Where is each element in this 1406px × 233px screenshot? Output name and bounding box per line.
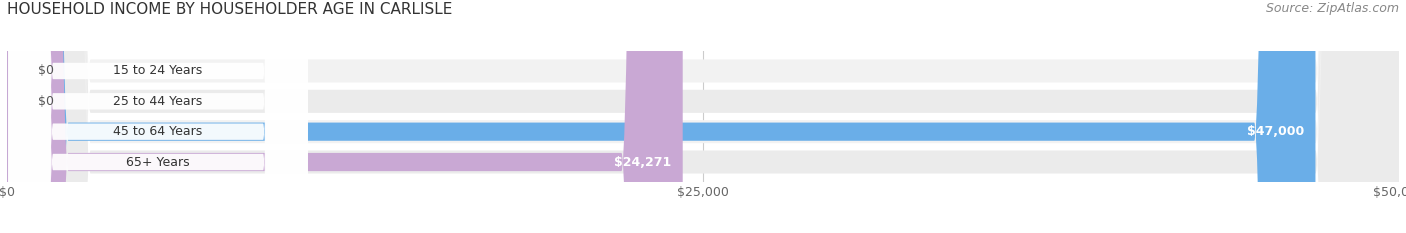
FancyBboxPatch shape	[7, 0, 1316, 233]
Text: 65+ Years: 65+ Years	[127, 155, 190, 168]
FancyBboxPatch shape	[8, 0, 308, 233]
FancyBboxPatch shape	[7, 0, 1399, 233]
Text: $24,271: $24,271	[614, 155, 672, 168]
FancyBboxPatch shape	[8, 0, 308, 233]
FancyBboxPatch shape	[8, 0, 308, 233]
FancyBboxPatch shape	[7, 0, 683, 233]
FancyBboxPatch shape	[8, 0, 308, 233]
Text: $0: $0	[38, 95, 53, 108]
FancyBboxPatch shape	[7, 0, 1399, 233]
FancyBboxPatch shape	[7, 0, 1399, 233]
Text: 45 to 64 Years: 45 to 64 Years	[114, 125, 202, 138]
Text: $0: $0	[38, 65, 53, 78]
Text: Source: ZipAtlas.com: Source: ZipAtlas.com	[1265, 2, 1399, 15]
Text: HOUSEHOLD INCOME BY HOUSEHOLDER AGE IN CARLISLE: HOUSEHOLD INCOME BY HOUSEHOLDER AGE IN C…	[7, 2, 453, 17]
Text: 25 to 44 Years: 25 to 44 Years	[114, 95, 202, 108]
FancyBboxPatch shape	[7, 0, 1399, 233]
Text: $47,000: $47,000	[1247, 125, 1305, 138]
Text: 15 to 24 Years: 15 to 24 Years	[114, 65, 202, 78]
